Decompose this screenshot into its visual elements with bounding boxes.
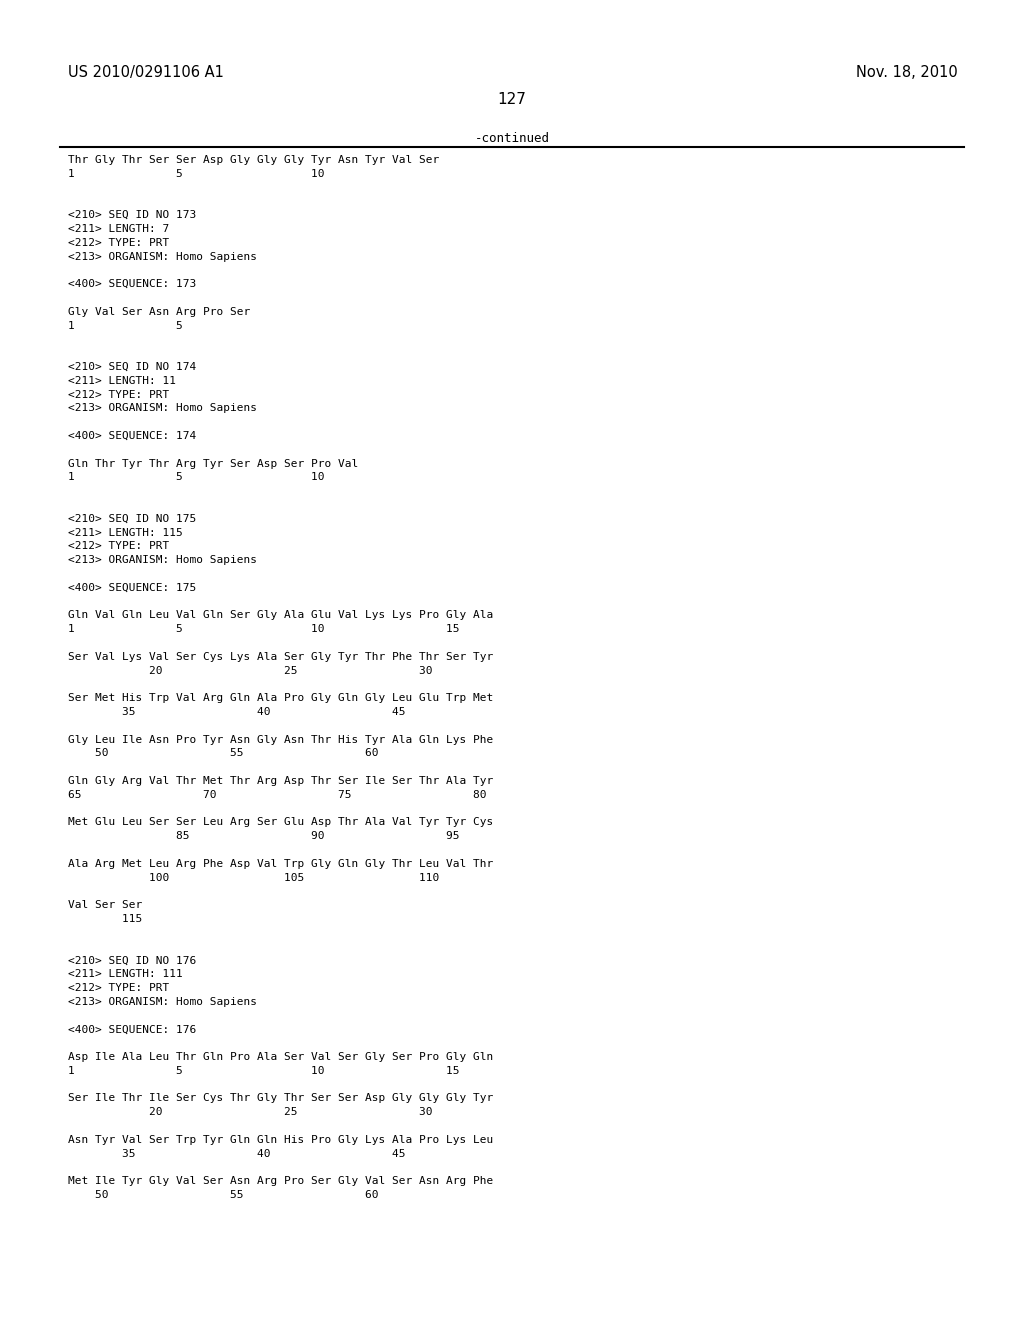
Text: <400> SEQUENCE: 176: <400> SEQUENCE: 176 (68, 1024, 197, 1035)
Text: 20                  25                  30: 20 25 30 (68, 665, 432, 676)
Text: 1               5                   10: 1 5 10 (68, 473, 325, 482)
Text: <211> LENGTH: 111: <211> LENGTH: 111 (68, 969, 182, 979)
Text: Ser Ile Thr Ile Ser Cys Thr Gly Thr Ser Ser Asp Gly Gly Gly Tyr: Ser Ile Thr Ile Ser Cys Thr Gly Thr Ser … (68, 1093, 494, 1104)
Text: <210> SEQ ID NO 174: <210> SEQ ID NO 174 (68, 362, 197, 372)
Text: 85                  90                  95: 85 90 95 (68, 832, 460, 841)
Text: <212> TYPE: PRT: <212> TYPE: PRT (68, 389, 169, 400)
Text: Gln Val Gln Leu Val Gln Ser Gly Ala Glu Val Lys Lys Pro Gly Ala: Gln Val Gln Leu Val Gln Ser Gly Ala Glu … (68, 610, 494, 620)
Text: Gly Leu Ile Asn Pro Tyr Asn Gly Asn Thr His Tyr Ala Gln Lys Phe: Gly Leu Ile Asn Pro Tyr Asn Gly Asn Thr … (68, 735, 494, 744)
Text: <400> SEQUENCE: 174: <400> SEQUENCE: 174 (68, 432, 197, 441)
Text: Ser Val Lys Val Ser Cys Lys Ala Ser Gly Tyr Thr Phe Thr Ser Tyr: Ser Val Lys Val Ser Cys Lys Ala Ser Gly … (68, 652, 494, 661)
Text: US 2010/0291106 A1: US 2010/0291106 A1 (68, 65, 224, 81)
Text: <213> ORGANISM: Homo Sapiens: <213> ORGANISM: Homo Sapiens (68, 404, 257, 413)
Text: 1               5                   10                  15: 1 5 10 15 (68, 1065, 460, 1076)
Text: <213> ORGANISM: Homo Sapiens: <213> ORGANISM: Homo Sapiens (68, 252, 257, 261)
Text: <212> TYPE: PRT: <212> TYPE: PRT (68, 541, 169, 552)
Text: 50                  55                  60: 50 55 60 (68, 1191, 379, 1200)
Text: Ser Met His Trp Val Arg Gln Ala Pro Gly Gln Gly Leu Glu Trp Met: Ser Met His Trp Val Arg Gln Ala Pro Gly … (68, 693, 494, 704)
Text: 100                 105                 110: 100 105 110 (68, 873, 439, 883)
Text: 50                  55                  60: 50 55 60 (68, 748, 379, 759)
Text: <211> LENGTH: 7: <211> LENGTH: 7 (68, 224, 169, 234)
Text: Met Glu Leu Ser Ser Leu Arg Ser Glu Asp Thr Ala Val Tyr Tyr Cys: Met Glu Leu Ser Ser Leu Arg Ser Glu Asp … (68, 817, 494, 828)
Text: <210> SEQ ID NO 176: <210> SEQ ID NO 176 (68, 956, 197, 965)
Text: 1               5                   10                  15: 1 5 10 15 (68, 624, 460, 634)
Text: 35                  40                  45: 35 40 45 (68, 708, 406, 717)
Text: <400> SEQUENCE: 173: <400> SEQUENCE: 173 (68, 280, 197, 289)
Text: <211> LENGTH: 11: <211> LENGTH: 11 (68, 376, 176, 385)
Text: <213> ORGANISM: Homo Sapiens: <213> ORGANISM: Homo Sapiens (68, 997, 257, 1007)
Text: 20                  25                  30: 20 25 30 (68, 1107, 432, 1117)
Text: <210> SEQ ID NO 173: <210> SEQ ID NO 173 (68, 210, 197, 220)
Text: <210> SEQ ID NO 175: <210> SEQ ID NO 175 (68, 513, 197, 524)
Text: 127: 127 (498, 92, 526, 107)
Text: Gln Thr Tyr Thr Arg Tyr Ser Asp Ser Pro Val: Gln Thr Tyr Thr Arg Tyr Ser Asp Ser Pro … (68, 458, 358, 469)
Text: <211> LENGTH: 115: <211> LENGTH: 115 (68, 528, 182, 537)
Text: 115: 115 (68, 913, 142, 924)
Text: Nov. 18, 2010: Nov. 18, 2010 (856, 65, 958, 81)
Text: Met Ile Tyr Gly Val Ser Asn Arg Pro Ser Gly Val Ser Asn Arg Phe: Met Ile Tyr Gly Val Ser Asn Arg Pro Ser … (68, 1176, 494, 1187)
Text: <212> TYPE: PRT: <212> TYPE: PRT (68, 238, 169, 248)
Text: 1               5                   10: 1 5 10 (68, 169, 325, 178)
Text: <400> SEQUENCE: 175: <400> SEQUENCE: 175 (68, 583, 197, 593)
Text: 1               5: 1 5 (68, 321, 182, 330)
Text: Ala Arg Met Leu Arg Phe Asp Val Trp Gly Gln Gly Thr Leu Val Thr: Ala Arg Met Leu Arg Phe Asp Val Trp Gly … (68, 859, 494, 869)
Text: Val Ser Ser: Val Ser Ser (68, 900, 142, 911)
Text: 65                  70                  75                  80: 65 70 75 80 (68, 789, 486, 800)
Text: -continued: -continued (474, 132, 550, 145)
Text: Gln Gly Arg Val Thr Met Thr Arg Asp Thr Ser Ile Ser Thr Ala Tyr: Gln Gly Arg Val Thr Met Thr Arg Asp Thr … (68, 776, 494, 785)
Text: Asp Ile Ala Leu Thr Gln Pro Ala Ser Val Ser Gly Ser Pro Gly Gln: Asp Ile Ala Leu Thr Gln Pro Ala Ser Val … (68, 1052, 494, 1063)
Text: <213> ORGANISM: Homo Sapiens: <213> ORGANISM: Homo Sapiens (68, 556, 257, 565)
Text: 35                  40                  45: 35 40 45 (68, 1148, 406, 1159)
Text: Thr Gly Thr Ser Ser Asp Gly Gly Gly Tyr Asn Tyr Val Ser: Thr Gly Thr Ser Ser Asp Gly Gly Gly Tyr … (68, 154, 439, 165)
Text: <212> TYPE: PRT: <212> TYPE: PRT (68, 983, 169, 993)
Text: Gly Val Ser Asn Arg Pro Ser: Gly Val Ser Asn Arg Pro Ser (68, 306, 250, 317)
Text: Asn Tyr Val Ser Trp Tyr Gln Gln His Pro Gly Lys Ala Pro Lys Leu: Asn Tyr Val Ser Trp Tyr Gln Gln His Pro … (68, 1135, 494, 1144)
